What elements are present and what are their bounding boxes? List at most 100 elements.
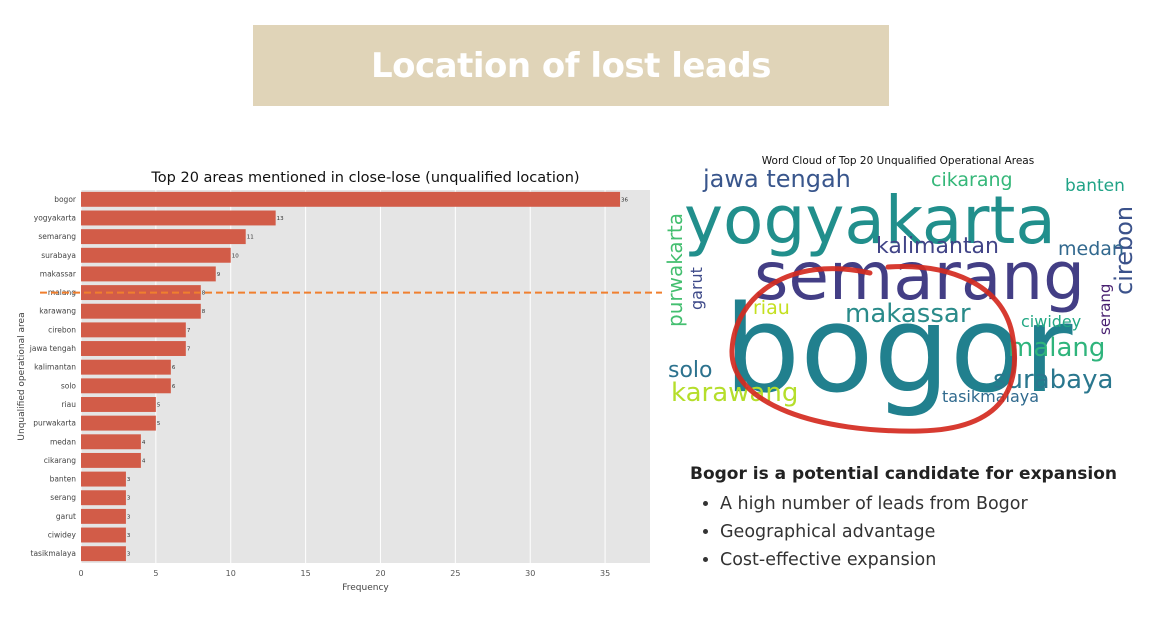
y-axis-label: Unqualified operational area bbox=[17, 312, 27, 440]
bar bbox=[81, 378, 171, 394]
wordcloud-word: purwakarta bbox=[663, 213, 687, 327]
bar bbox=[81, 546, 126, 562]
y-tick-label: surabaya bbox=[41, 251, 76, 260]
bar bbox=[81, 359, 171, 375]
bar bbox=[81, 341, 186, 356]
bar bbox=[81, 397, 156, 412]
expansion-notes: Bogor is a potential candidate for expan… bbox=[690, 464, 1150, 574]
y-tick-label: purwakarta bbox=[33, 419, 76, 428]
bar bbox=[81, 247, 231, 263]
bar-value-label: 3 bbox=[127, 552, 131, 558]
wordcloud-word: solo bbox=[668, 358, 713, 383]
wordcloud-word: riau bbox=[753, 297, 790, 319]
wordcloud-word: tasikmalaya bbox=[942, 387, 1039, 406]
wordcloud-word: cikarang bbox=[931, 169, 1013, 191]
x-tick-label: 10 bbox=[226, 569, 236, 578]
bar bbox=[81, 322, 186, 338]
y-tick-label: cikarang bbox=[44, 456, 76, 465]
bar bbox=[81, 490, 126, 506]
bar-value-label: 3 bbox=[127, 533, 131, 539]
y-tick-label: banten bbox=[50, 475, 77, 484]
bar bbox=[81, 415, 156, 431]
title-banner: Location of lost leads bbox=[253, 25, 889, 106]
y-tick-label: kalimantan bbox=[34, 363, 76, 372]
bar-value-label: 10 bbox=[232, 253, 239, 259]
slide-title: Location of lost leads bbox=[371, 45, 772, 86]
wordcloud-word: makassar bbox=[845, 299, 971, 329]
x-tick-label: 5 bbox=[153, 569, 158, 578]
bar bbox=[81, 527, 126, 543]
bar-value-label: 8 bbox=[202, 309, 206, 315]
plot-area bbox=[81, 190, 650, 563]
word-cloud: Word Cloud of Top 20 Unqualified Operati… bbox=[663, 155, 1138, 434]
x-tick-label: 30 bbox=[525, 569, 535, 578]
wordcloud-word: jawa tengah bbox=[702, 165, 851, 193]
y-tick-label: semarang bbox=[38, 232, 76, 241]
notes-list: A high number of leads from Bogor Geogra… bbox=[690, 490, 1150, 574]
y-tick-label: bogor bbox=[54, 195, 77, 204]
x-axis-label: Frequency bbox=[342, 583, 389, 593]
wordcloud-word: banten bbox=[1065, 176, 1125, 196]
wordcloud-word: serang bbox=[1096, 284, 1114, 335]
bar bbox=[81, 452, 141, 468]
y-tick-label: tasikmalaya bbox=[31, 549, 77, 558]
bar-value-label: 8 bbox=[202, 291, 206, 297]
bar-value-label: 6 bbox=[172, 384, 176, 390]
x-tick-label: 20 bbox=[375, 569, 385, 578]
notes-heading: Bogor is a potential candidate for expan… bbox=[690, 464, 1118, 484]
bar bbox=[81, 210, 276, 226]
wordcloud-word: ciwidey bbox=[1021, 312, 1081, 331]
bar-value-label: 3 bbox=[127, 477, 131, 483]
bar-value-label: 7 bbox=[187, 328, 191, 334]
y-tick-label: ciwidey bbox=[48, 531, 77, 540]
y-tick-label: solo bbox=[61, 381, 77, 390]
bar bbox=[81, 434, 141, 450]
bar bbox=[81, 266, 216, 282]
highlight-circle bbox=[729, 264, 1018, 434]
notes-bullet: Cost-effective expansion bbox=[720, 546, 1150, 574]
bar-value-label: 7 bbox=[187, 347, 191, 353]
wordcloud-word: medan bbox=[1058, 238, 1124, 260]
y-tick-label: medan bbox=[50, 437, 76, 446]
x-tick-label: 0 bbox=[78, 569, 83, 578]
bar bbox=[81, 229, 246, 245]
y-tick-label: cirebon bbox=[48, 325, 76, 334]
y-tick-label: garut bbox=[56, 512, 76, 521]
chart-title: Top 20 areas mentioned in close-lose (un… bbox=[150, 170, 579, 186]
wordcloud-word: karawang bbox=[671, 378, 798, 408]
notes-bullet: Geographical advantage bbox=[720, 518, 1150, 546]
x-tick-label: 25 bbox=[450, 569, 460, 578]
x-tick-label: 15 bbox=[301, 569, 311, 578]
y-tick-label: yogyakarta bbox=[34, 213, 76, 222]
bar-value-label: 9 bbox=[217, 272, 221, 278]
bar-value-label: 3 bbox=[127, 514, 131, 520]
bar-value-label: 4 bbox=[142, 440, 146, 446]
wordcloud-word: cirebon bbox=[1110, 206, 1138, 295]
bar-value-label: 3 bbox=[127, 496, 131, 502]
bar-value-label: 36 bbox=[621, 197, 628, 203]
bar-value-label: 11 bbox=[247, 235, 254, 241]
bar-value-label: 13 bbox=[277, 216, 284, 222]
bar-value-label: 5 bbox=[157, 402, 161, 408]
bar bbox=[81, 303, 201, 319]
bar-value-label: 6 bbox=[172, 365, 176, 371]
wordcloud-word: kalimantan bbox=[876, 234, 999, 259]
wordcloud-word: yogyakarta bbox=[684, 182, 1056, 259]
y-tick-label: karawang bbox=[39, 307, 76, 316]
bar bbox=[81, 471, 126, 487]
notes-bullet: A high number of leads from Bogor bbox=[720, 490, 1150, 518]
wordcloud-word: malang bbox=[1008, 333, 1105, 363]
bar bbox=[81, 191, 621, 207]
y-tick-label: riau bbox=[61, 400, 76, 409]
y-tick-label: serang bbox=[50, 493, 76, 502]
x-tick-label: 35 bbox=[600, 569, 610, 578]
y-tick-label: jawa tengah bbox=[29, 344, 76, 353]
bar-value-label: 5 bbox=[157, 421, 161, 427]
bar bbox=[81, 508, 126, 524]
wordcloud-word: semarang bbox=[754, 238, 1085, 315]
wordcloud-word: garut bbox=[687, 267, 706, 310]
bar-value-label: 4 bbox=[142, 458, 146, 464]
wordcloud-title: Word Cloud of Top 20 Unqualified Operati… bbox=[762, 155, 1034, 167]
y-tick-label: makassar bbox=[40, 269, 77, 278]
